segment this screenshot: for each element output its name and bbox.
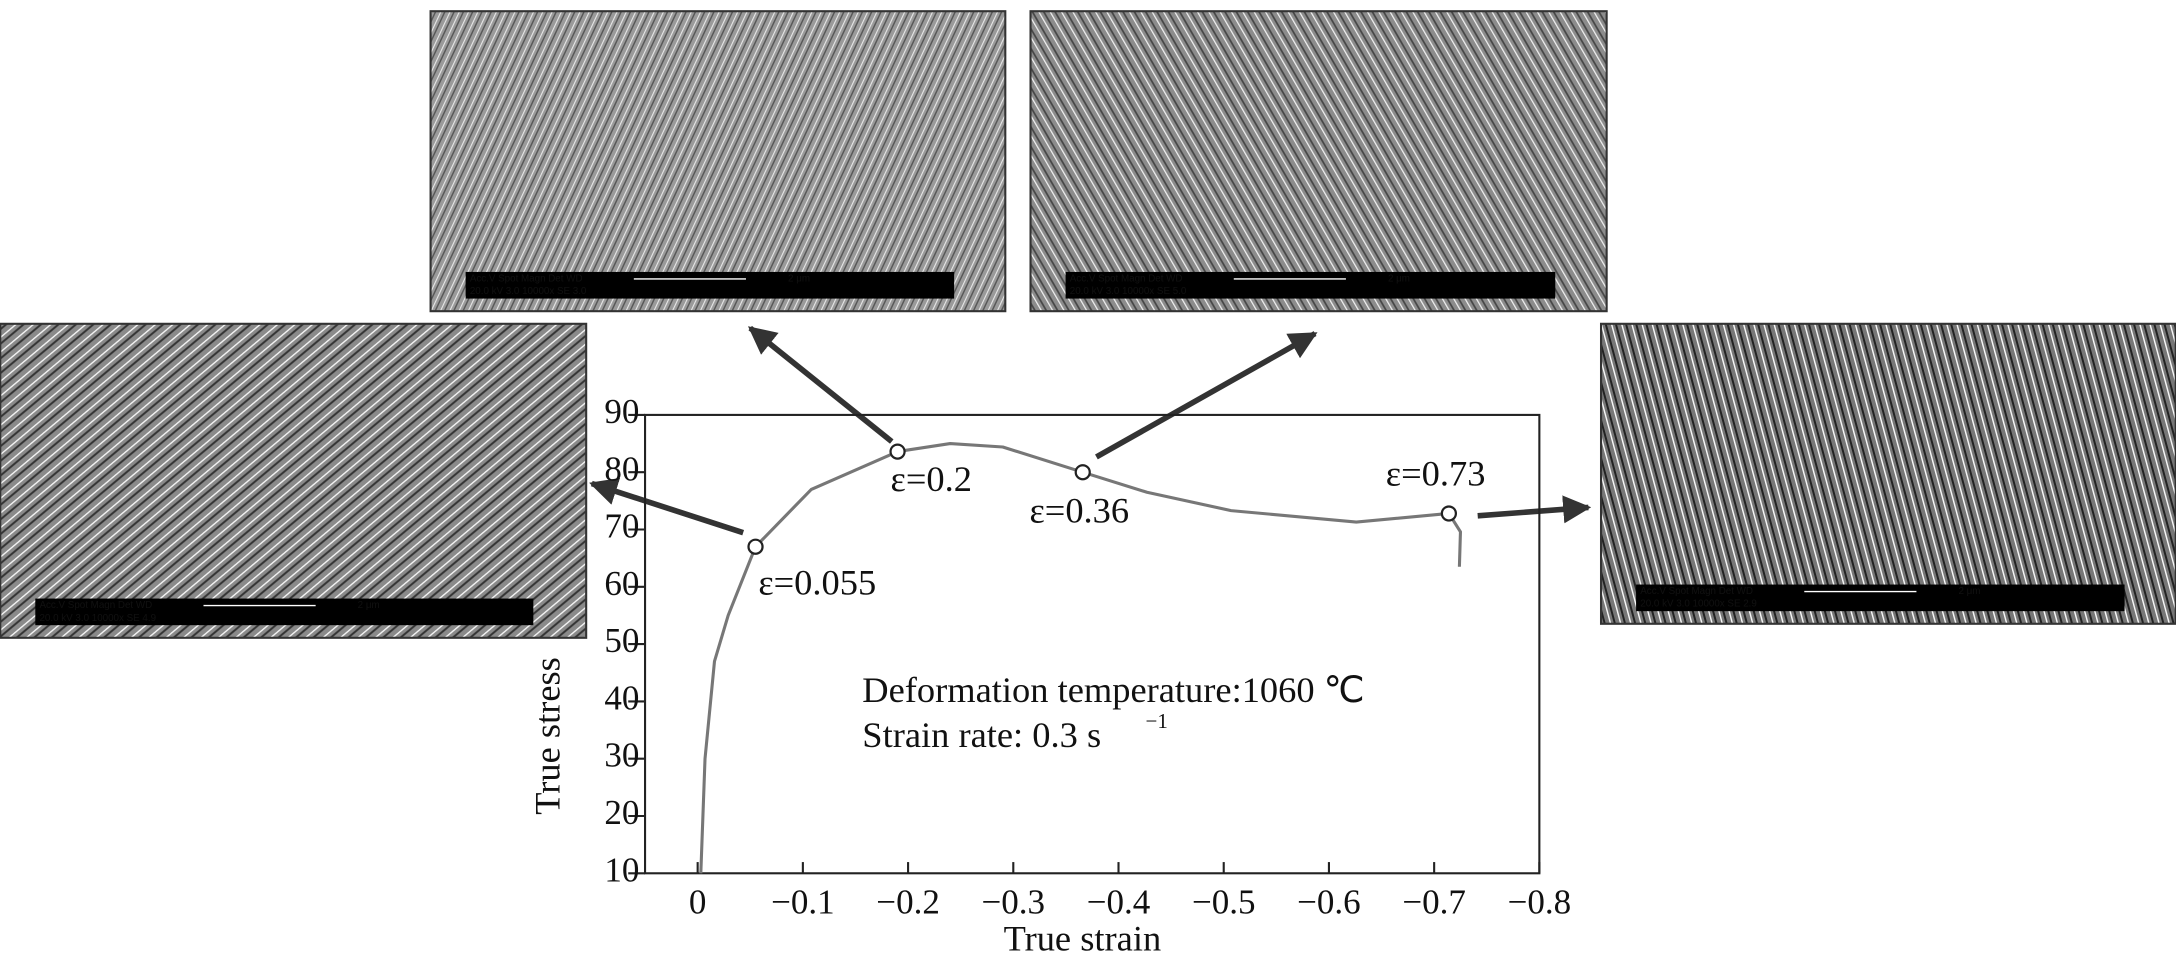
annotation: Strain rate: 0.3 s xyxy=(862,715,1101,755)
info-text: Acc.V Spot Magn Det WD xyxy=(470,274,583,285)
info-text: Acc.V Spot Magn Det WD xyxy=(39,600,152,611)
y-tick-label: 90 xyxy=(604,392,639,431)
y-tick-label: 50 xyxy=(604,621,639,660)
x-tick-label: −0.7 xyxy=(1402,883,1466,922)
curve xyxy=(699,442,1463,874)
strain-point xyxy=(1440,505,1458,522)
y-tick-label: 70 xyxy=(604,507,639,546)
x-tick-label: −0.3 xyxy=(982,883,1046,922)
y-tick-label: 20 xyxy=(604,793,639,832)
scale-text: 2 μm xyxy=(358,600,380,611)
x-tick-label: −0.2 xyxy=(876,883,940,922)
x-tick-label: −0.1 xyxy=(771,883,835,922)
x-axis-label: True strain xyxy=(1004,918,1162,958)
point-label: ε=0.36 xyxy=(1029,491,1129,531)
point-label: ε=0.2 xyxy=(891,459,972,499)
y-tick-label: 60 xyxy=(604,564,639,603)
annotation-superscript: −1 xyxy=(1145,709,1167,733)
micrograph: Acc.V Spot Magn Det WD 20.0 kV 3.0 10000x… xyxy=(0,322,588,639)
info-bar xyxy=(1065,271,1556,299)
x-tick-label: −0.5 xyxy=(1192,883,1256,922)
strain-point xyxy=(889,443,906,460)
strain-point xyxy=(1074,464,1091,481)
x-tick-label: −0.6 xyxy=(1297,883,1361,922)
micrograph-image xyxy=(1599,322,2176,625)
arrows xyxy=(589,325,1592,536)
arrow xyxy=(747,325,894,444)
y-axis-label: True stress xyxy=(527,657,567,815)
micrograph-image xyxy=(429,10,1007,313)
micrograph-image xyxy=(1029,10,1608,313)
annotation: Deformation temperature:1060 ℃ xyxy=(862,670,1364,710)
y-tick-label: 30 xyxy=(604,736,639,775)
info-text: 20.0 kV 3.0 10000x SE 4.9 xyxy=(39,613,156,624)
info-text: Acc.V Spot Magn Det WD xyxy=(1640,586,1753,597)
x-tick-label: −0.8 xyxy=(1508,883,1572,922)
point-label: ε=0.055 xyxy=(758,562,876,602)
info-bar xyxy=(465,271,955,299)
micrograph: Acc.V Spot Magn Det WD 20.0 kV 3.0 10000x… xyxy=(1599,322,2176,625)
x-tick-label: 0 xyxy=(689,883,707,922)
info-bar xyxy=(35,598,534,626)
scale-text: 2 μm xyxy=(1958,586,1980,597)
info-bar xyxy=(1636,584,2125,612)
y-tick-label: 10 xyxy=(604,850,639,889)
info-text: 20.0 kV 3.0 10000x SE 5.0 xyxy=(1070,286,1187,297)
info-text: Acc.V Spot Magn Det WD xyxy=(1070,274,1183,285)
info-text: 20.0 kV 3.0 10000x SE 2.9 xyxy=(1640,599,1757,610)
info-text: 20.0 kV 3.0 10000x SE 3.0 xyxy=(470,286,587,297)
scale-text: 2 μm xyxy=(788,274,810,285)
strain-point xyxy=(747,538,764,555)
y-tick-label: 40 xyxy=(604,678,639,717)
point-label: ε=0.73 xyxy=(1386,453,1486,493)
micrograph-image xyxy=(0,322,588,639)
x-tick-label: −0.4 xyxy=(1087,883,1151,922)
y-tick-label: 80 xyxy=(604,449,639,488)
arrow xyxy=(1095,331,1318,460)
arrow xyxy=(1477,495,1592,524)
arrow xyxy=(589,478,745,536)
scale-text: 2 μm xyxy=(1388,274,1410,285)
